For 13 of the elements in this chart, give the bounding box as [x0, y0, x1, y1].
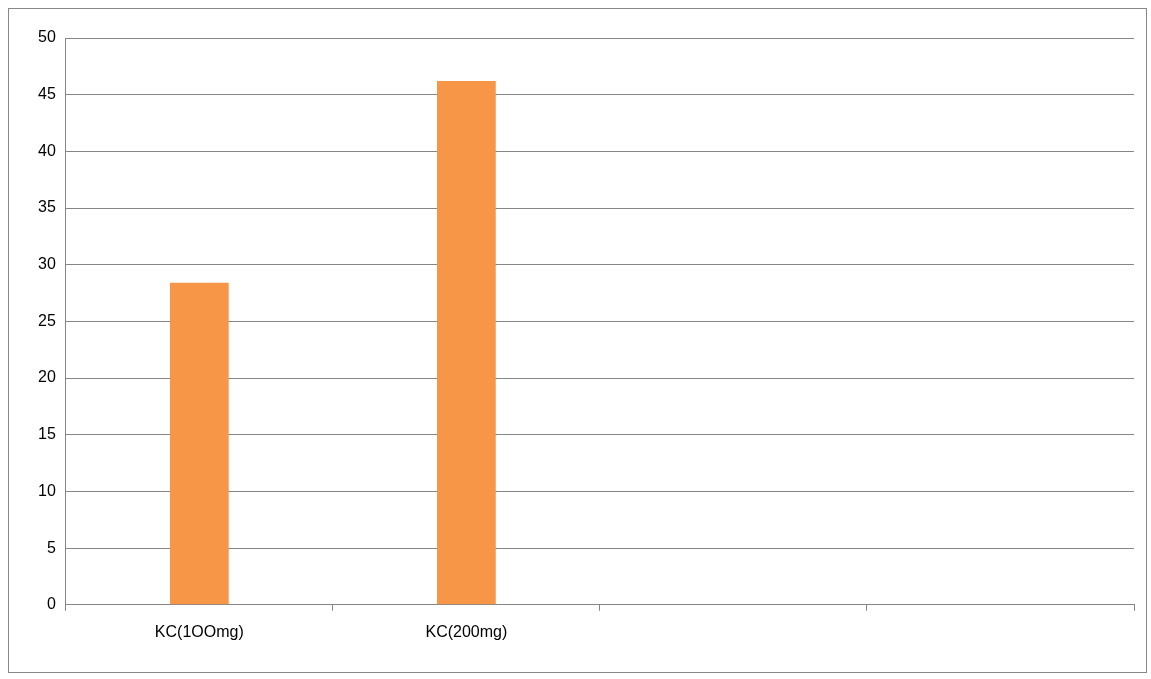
y-tick-label: 25 — [38, 311, 56, 329]
y-tick-label: 40 — [38, 141, 56, 159]
y-tick-label: 45 — [38, 85, 56, 103]
y-tick-label: 5 — [46, 538, 56, 556]
y-tick-label: 15 — [38, 425, 56, 443]
y-tick-label: 50 — [38, 28, 56, 46]
y-tick-label: 0 — [46, 595, 56, 613]
x-tick-label: KC(1OOmg) — [154, 622, 244, 640]
x-tick-label: KC(200mg) — [425, 622, 508, 640]
y-tick-label: 35 — [38, 198, 56, 216]
y-tick-label: 10 — [38, 481, 56, 499]
y-tick-label: 30 — [38, 255, 56, 273]
y-tick-label: 20 — [38, 368, 56, 386]
